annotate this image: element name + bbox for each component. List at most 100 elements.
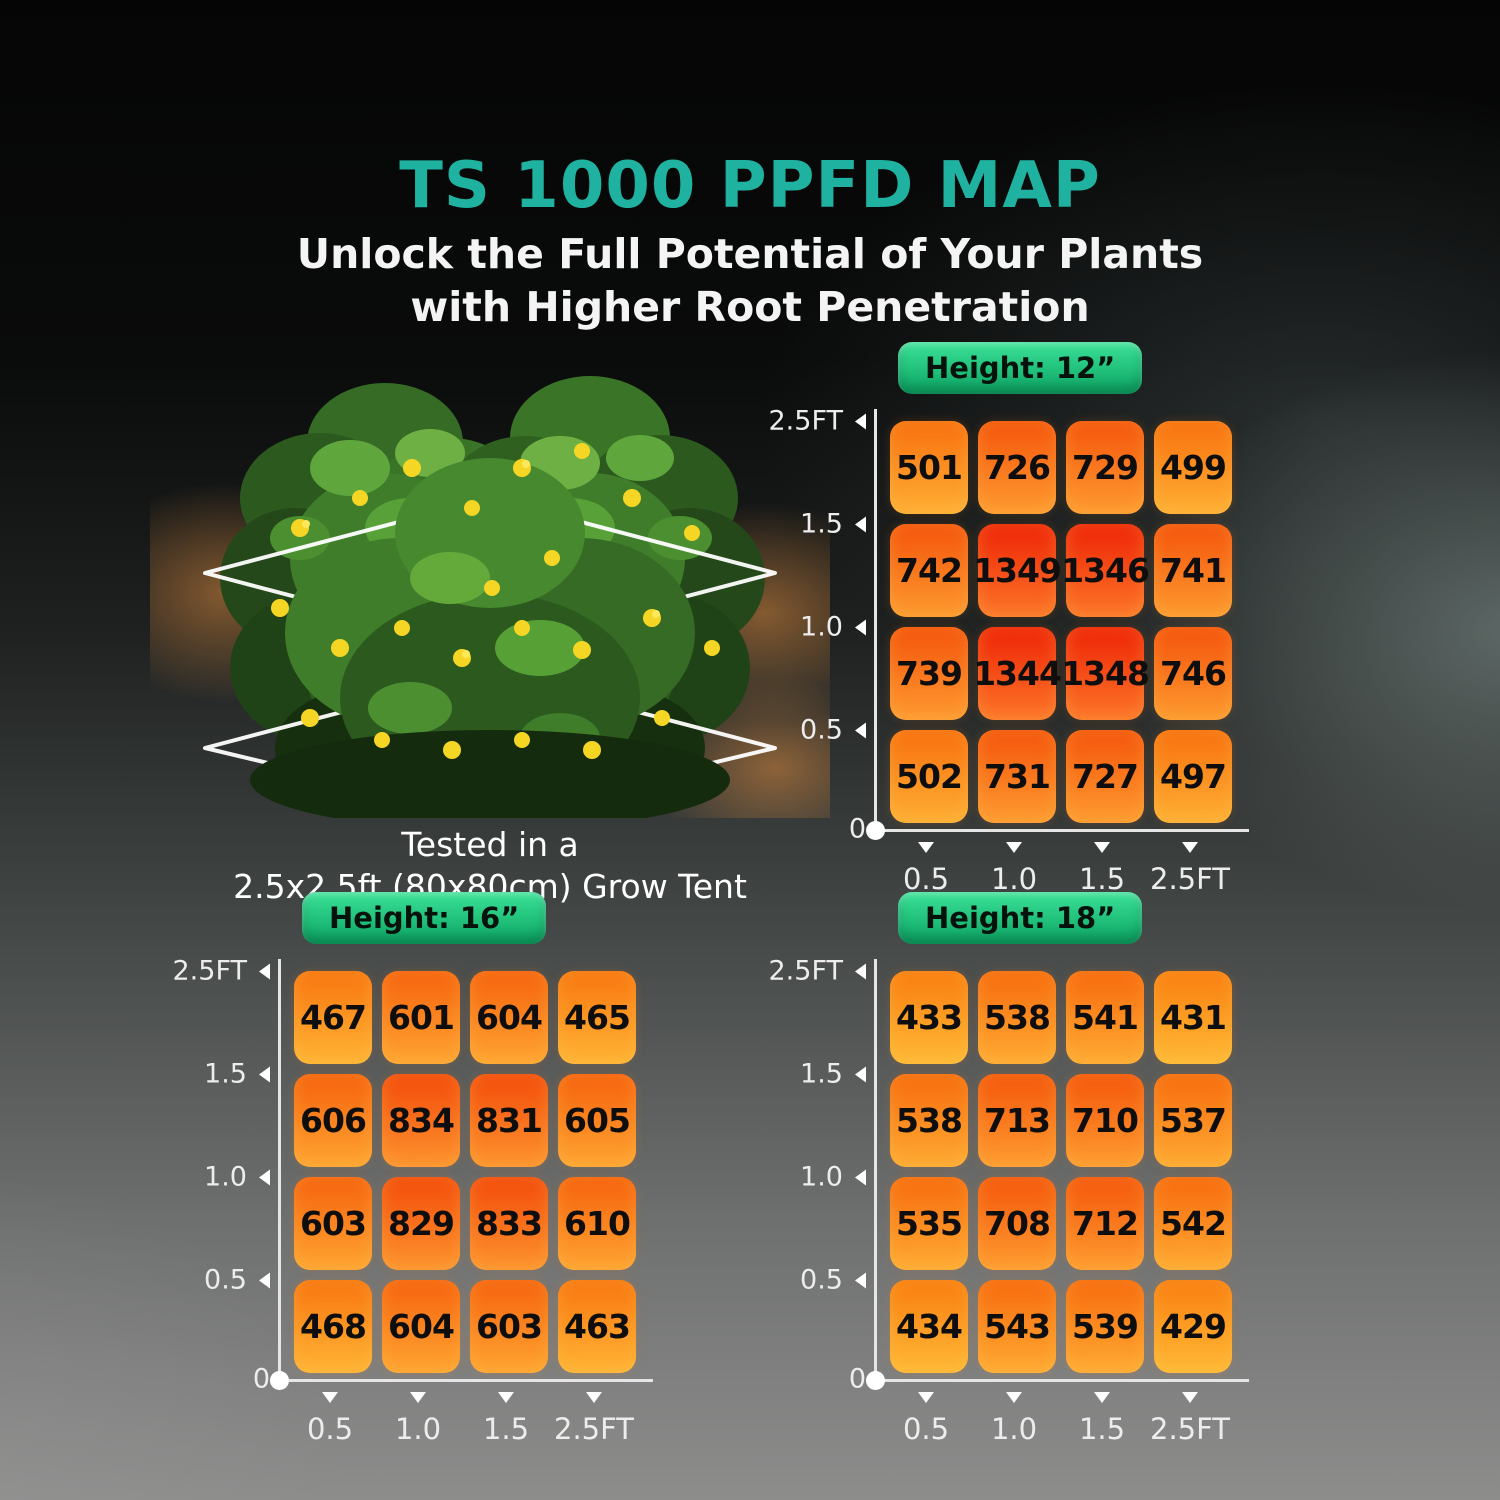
x-tick-label: 1.5 <box>482 1412 530 1446</box>
tested-plants-section: Tested in a 2.5x2.5ft (80x80cm) Grow Ten… <box>75 348 915 908</box>
heatmap-plot: 433 538 541 431 538 713 710 537 535 708 712 542 434 5… <box>866 959 1249 1390</box>
x-tick: 0.5 <box>291 1392 369 1446</box>
x-tick-arrow-icon <box>498 1392 514 1403</box>
height-badge: Height: 18” <box>898 892 1143 944</box>
ppfd-value-cell: 604 <box>470 971 548 1064</box>
x-tick-arrow-icon <box>918 842 934 853</box>
x-tick-arrow-icon <box>1006 842 1022 853</box>
y-tick: 1.5 <box>204 1059 270 1090</box>
ppfd-value-cell: 501 <box>890 421 968 514</box>
x-tick-label: 2.5FT <box>554 1412 635 1446</box>
y-tick-arrow-icon <box>855 413 866 429</box>
ppfd-value-cell: 727 <box>1066 730 1144 823</box>
height-badge: Height: 16” <box>302 892 547 944</box>
ppfd-value-cell: 538 <box>978 971 1056 1064</box>
y-tick-label: 0.5 <box>800 1264 843 1296</box>
ppfd-value-cell: 713 <box>978 1074 1056 1167</box>
y-tick-arrow-icon <box>855 1272 866 1288</box>
heatmap-cells: 433 538 541 431 538 713 710 537 535 708 712 542 434 5… <box>890 971 1232 1373</box>
y-tick: 2.5FT <box>172 955 270 987</box>
ppfd-value-cell: 468 <box>294 1280 372 1373</box>
x-tick: 0.5 <box>887 842 965 896</box>
ppfd-value-cell: 604 <box>382 1280 460 1373</box>
x-tick-arrow-icon <box>1182 842 1198 853</box>
x-tick-label: 2.5FT <box>1150 1412 1231 1446</box>
y-tick-label: 0 <box>848 1363 866 1395</box>
ppfd-value-cell: 708 <box>978 1177 1056 1270</box>
y-tick-arrow-icon <box>855 963 866 979</box>
ppfd-chart-height-12in: Height: 12” 2.5FT 1.5 1.0 0.5 0 501 726 729 499… <box>769 342 1266 896</box>
x-tick-arrow-icon <box>1182 1392 1198 1403</box>
y-tick: 2.5FT <box>768 405 866 437</box>
y-tick: 1.5 <box>800 509 866 540</box>
x-tick-arrow-icon <box>586 1392 602 1403</box>
ppfd-value-cell: 603 <box>470 1280 548 1373</box>
ppfd-value-cell: 726 <box>978 421 1056 514</box>
ppfd-value-cell: 831 <box>470 1074 548 1167</box>
y-tick-label: 0 <box>252 1363 270 1395</box>
y-tick-arrow-icon <box>259 1169 270 1185</box>
ppfd-value-cell: 833 <box>470 1177 548 1270</box>
y-tick: 0 <box>849 1364 866 1395</box>
heatmap-cells: 467 601 604 465 606 834 831 605 603 829 833 610 468 6… <box>294 971 636 1373</box>
x-axis: 0.5 1.0 1.5 2.5FT <box>291 1392 653 1446</box>
y-tick-arrow-icon <box>855 516 866 532</box>
axis-origin-dot <box>866 1371 885 1390</box>
y-axis: 2.5FT 1.5 1.0 0.5 0 <box>173 956 278 1446</box>
ppfd-value-cell: 539 <box>1066 1280 1144 1373</box>
ppfd-value-cell: 537 <box>1154 1074 1232 1167</box>
y-tick-label: 1.0 <box>204 1161 247 1193</box>
x-tick-label: 1.0 <box>990 1412 1038 1446</box>
x-tick-label: 1.5 <box>1078 862 1126 896</box>
axis-origin-dot <box>270 1371 289 1390</box>
x-tick-arrow-icon <box>918 1392 934 1403</box>
ppfd-value-cell: 497 <box>1154 730 1232 823</box>
y-tick-label: 2.5FT <box>768 405 844 437</box>
y-tick-label: 1.5 <box>800 508 843 540</box>
x-tick: 2.5FT <box>1150 842 1230 896</box>
ppfd-value-cell: 1348 <box>1061 627 1150 720</box>
x-tick: 1.5 <box>1063 1392 1141 1446</box>
x-axis: 0.5 1.0 1.5 2.5FT <box>887 1392 1249 1446</box>
ppfd-value-cell: 542 <box>1154 1177 1232 1270</box>
ppfd-value-cell: 433 <box>890 971 968 1064</box>
y-tick-label: 1.0 <box>800 611 843 643</box>
ppfd-value-cell: 829 <box>382 1177 460 1270</box>
ppfd-chart-height-16in: Height: 16” 2.5FT 1.5 1.0 0.5 0 467 601 604 465… <box>173 892 670 1446</box>
x-tick: 1.0 <box>379 1392 457 1446</box>
heatmap-cells: 501 726 729 499 742 1349 1346 741 739 1344 1348 746… <box>890 421 1232 823</box>
ppfd-value-cell: 465 <box>558 971 636 1064</box>
y-tick-label: 2.5FT <box>172 955 248 987</box>
subtitle-line-2: with Higher Root Penetration <box>410 283 1090 332</box>
y-tick-label: 1.0 <box>800 1161 843 1193</box>
y-tick-label: 0.5 <box>204 1264 247 1296</box>
x-tick: 1.0 <box>975 1392 1053 1446</box>
ppfd-value-cell: 601 <box>382 971 460 1064</box>
ppfd-value-cell: 429 <box>1154 1280 1232 1373</box>
ppfd-value-cell: 538 <box>890 1074 968 1167</box>
ppfd-value-cell: 742 <box>890 524 968 617</box>
y-tick-arrow-icon <box>855 619 866 635</box>
page-subtitle: Unlock the Full Potential of Your Plants… <box>0 228 1500 335</box>
x-tick-label: 0.5 <box>902 862 950 896</box>
y-tick: 1.5 <box>800 1059 866 1090</box>
x-tick-arrow-icon <box>1094 1392 1110 1403</box>
x-tick-label: 1.0 <box>394 1412 442 1446</box>
ppfd-value-cell: 541 <box>1066 971 1144 1064</box>
height-badge: Height: 12” <box>898 342 1143 394</box>
x-tick: 2.5FT <box>1150 1392 1231 1446</box>
y-tick-arrow-icon <box>259 1272 270 1288</box>
ppfd-value-cell: 729 <box>1066 421 1144 514</box>
ppfd-value-cell: 610 <box>558 1177 636 1270</box>
ppfd-value-cell: 605 <box>558 1074 636 1167</box>
axis-origin-dot <box>866 821 885 840</box>
tested-caption-line-1: Tested in a <box>401 825 579 864</box>
y-tick: 0.5 <box>800 715 866 746</box>
ppfd-value-cell: 1346 <box>1061 524 1150 617</box>
subtitle-line-1: Unlock the Full Potential of Your Plants <box>296 230 1204 278</box>
ppfd-value-cell: 535 <box>890 1177 968 1270</box>
ppfd-value-cell: 746 <box>1154 627 1232 720</box>
ppfd-chart-height-18in: Height: 18” 2.5FT 1.5 1.0 0.5 0 433 538 541 431… <box>769 892 1266 1446</box>
y-axis: 2.5FT 1.5 1.0 0.5 0 <box>769 406 874 896</box>
